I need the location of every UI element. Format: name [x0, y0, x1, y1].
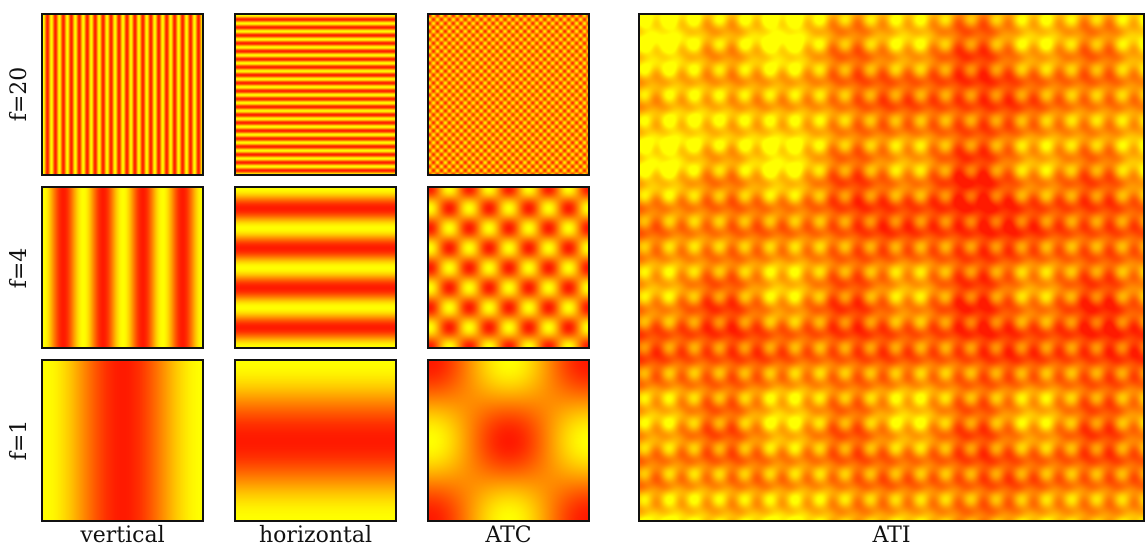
col-label-ati: ATI	[872, 523, 911, 548]
row-label-f20: f=20	[7, 66, 32, 122]
panel-atc-f1	[427, 359, 590, 522]
panel-atc-f20	[427, 13, 590, 176]
panel-vertical-f20	[41, 13, 204, 176]
panel-horizontal-f1	[234, 359, 397, 522]
row-label-f4: f=4	[7, 247, 32, 289]
col-label-horizontal: horizontal	[259, 523, 372, 548]
row-label-f1: f=1	[7, 419, 32, 461]
panel-horizontal-f4	[234, 186, 397, 349]
panel-vertical-f4	[41, 186, 204, 349]
panel-atc-f4	[427, 186, 590, 349]
col-label-atc: ATC	[485, 523, 532, 548]
panel-vertical-f1	[41, 359, 204, 522]
panel-ati	[638, 13, 1145, 522]
col-label-vertical: vertical	[80, 523, 165, 548]
panel-horizontal-f20	[234, 13, 397, 176]
